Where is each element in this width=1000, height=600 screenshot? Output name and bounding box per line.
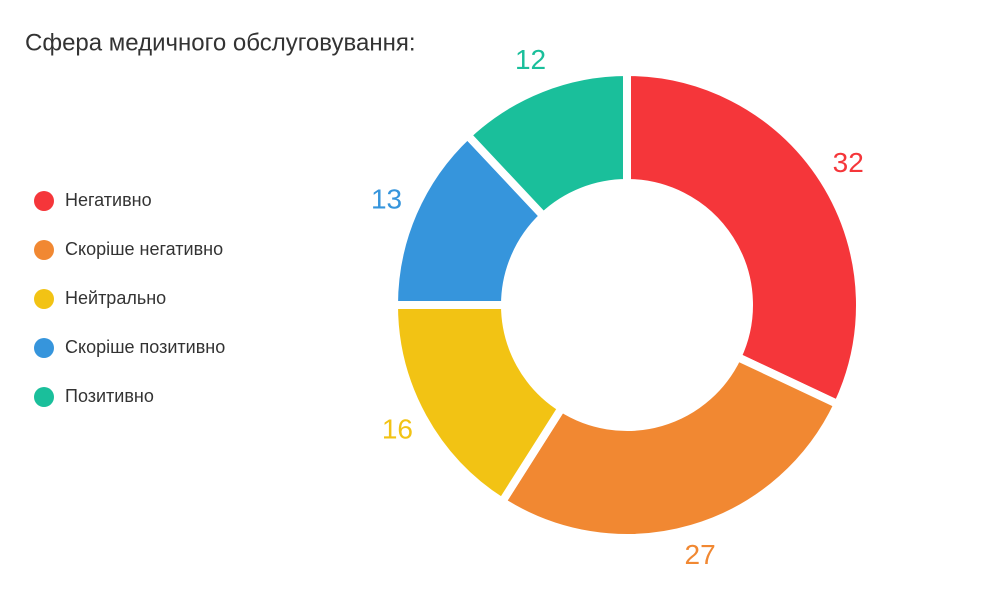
legend-marker <box>34 338 54 358</box>
legend-marker <box>34 191 54 211</box>
legend-marker <box>34 387 54 407</box>
legend-marker <box>34 289 54 309</box>
legend-label: Позитивно <box>65 386 154 406</box>
legend-label: Скоріше позитивно <box>65 337 225 357</box>
legend-label: Скоріше негативно <box>65 239 223 259</box>
data-label: 13 <box>371 183 402 214</box>
data-label: 12 <box>515 44 546 75</box>
legend-label: Нейтрально <box>65 288 166 308</box>
data-label: 16 <box>382 414 413 445</box>
legend-marker <box>34 240 54 260</box>
donut-segment <box>623 67 864 410</box>
donut-segment <box>461 67 631 222</box>
data-label: 32 <box>833 147 864 178</box>
data-label: 27 <box>685 539 716 570</box>
legend-label: Негативно <box>65 190 152 210</box>
chart-title: Сфера медичного обслуговування: <box>25 29 416 56</box>
donut-segment <box>496 351 844 542</box>
donut-segment <box>389 301 568 508</box>
